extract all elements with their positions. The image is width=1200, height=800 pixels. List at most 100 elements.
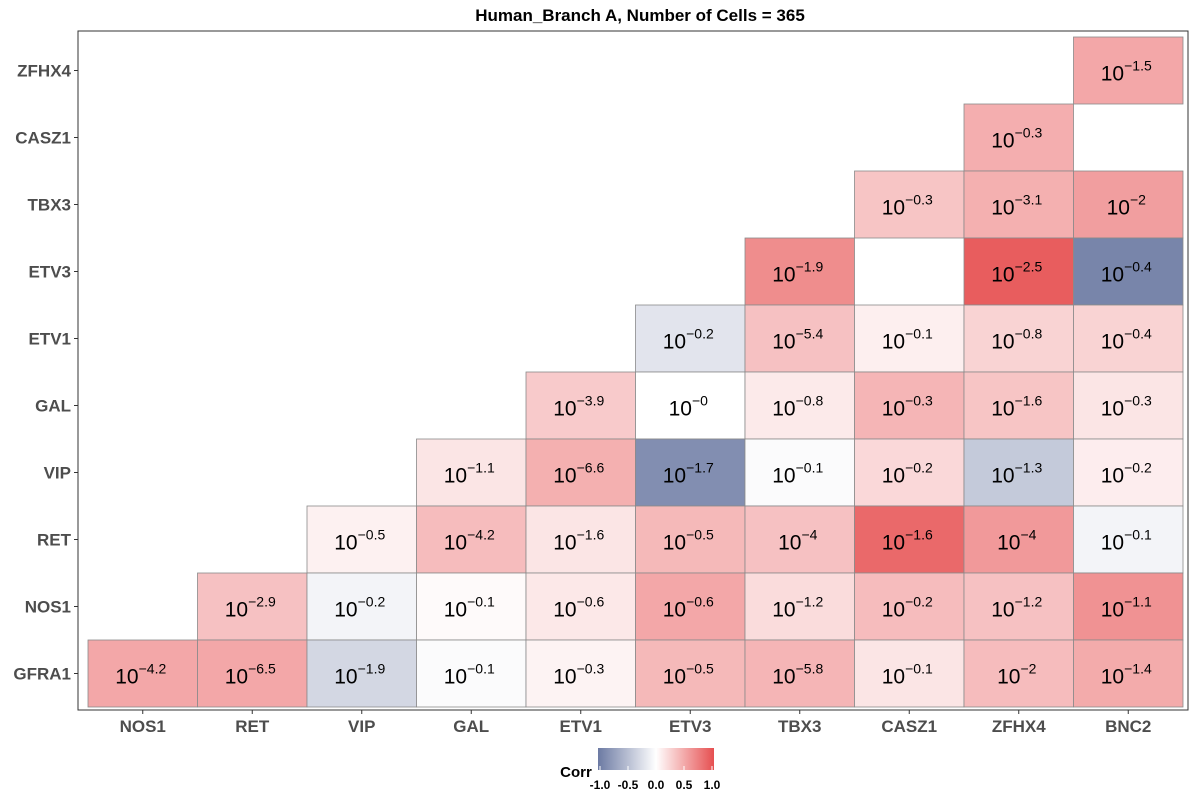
heatmap-cell: 10−0.2	[635, 304, 746, 373]
cell-rect	[963, 237, 1074, 306]
cell-label: 10−0.1	[1101, 527, 1152, 555]
cell-label: 10−0.8	[991, 326, 1042, 354]
cell-label: 10−1.5	[1101, 58, 1152, 86]
cell-label: 10−1.1	[1101, 594, 1152, 622]
cell-label: 10−5.8	[772, 661, 823, 689]
cell-label: 10−1.2	[772, 594, 823, 622]
y-tick-label: GFRA1	[13, 665, 71, 684]
legend-tick-label: 0.0	[648, 778, 665, 792]
cell-rect	[963, 639, 1074, 708]
cell-rect	[525, 371, 636, 440]
cell-label: 10−0.3	[553, 661, 604, 689]
heatmap-cell: 10−1.6	[525, 505, 636, 574]
y-tick-label: ETV1	[28, 330, 71, 349]
cell-label: 10−0.2	[663, 326, 714, 354]
heatmap-cell: 10−0.3	[525, 639, 636, 708]
heatmap-cell: 10−0.1	[1073, 505, 1184, 574]
cell-rect	[963, 170, 1074, 239]
cell-label: 10−0.6	[553, 594, 604, 622]
cell-rect	[416, 505, 527, 574]
cell-label: 10−0.3	[991, 125, 1042, 153]
heatmap-cell: 10−4	[744, 505, 855, 574]
heatmap-cell: 10−0.2	[854, 438, 965, 507]
heatmap-cell: 10−0.1	[416, 572, 527, 641]
heatmap-cell: 10−0.3	[1073, 371, 1184, 440]
cell-rect	[416, 639, 527, 708]
y-tick-label: NOS1	[25, 598, 71, 617]
heatmap-cell: 10−0.3	[854, 371, 965, 440]
y-tick-label: ETV3	[28, 263, 71, 282]
cell-rect	[525, 639, 636, 708]
x-tick-label: ETV3	[669, 717, 712, 736]
legend-colorbar	[598, 748, 714, 770]
cell-label: 10−1.6	[991, 393, 1042, 421]
x-tick-label: TBX3	[778, 717, 821, 736]
cell-rect	[963, 572, 1074, 641]
heatmap-cell: 10−4.2	[87, 639, 198, 708]
cell-label: 10−0.3	[1101, 393, 1152, 421]
cell-rect	[1073, 438, 1184, 507]
cell-label: 10−5.4	[772, 326, 823, 354]
cell-rect	[87, 639, 198, 708]
heatmap-cell: 10−0.6	[635, 572, 746, 641]
cell-rect	[854, 505, 965, 574]
heatmap-cell: 10−0.2	[306, 572, 417, 641]
cell-label: 10−1.3	[991, 460, 1042, 488]
heatmap-cell: 10−6.6	[525, 438, 636, 507]
cell-label: 10−0.1	[772, 460, 823, 488]
cell-rect	[963, 304, 1074, 373]
cell-rect	[1073, 639, 1184, 708]
heatmap-cell: 10−0	[635, 371, 746, 440]
legend-title: Corr	[560, 764, 592, 781]
heatmap-cell: 10−0.1	[416, 639, 527, 708]
heatmap-cell: 10−0.5	[306, 505, 417, 574]
y-tick-label: RET	[37, 531, 72, 550]
heatmap-cell: 10−0.6	[525, 572, 636, 641]
cell-rect	[1073, 36, 1184, 105]
heatmap-cell: 10−1.9	[744, 237, 855, 306]
cell-rect	[525, 572, 636, 641]
y-tick-label: GAL	[35, 397, 71, 416]
heatmap-cell: 10−0.2	[854, 572, 965, 641]
cell-rect	[854, 639, 965, 708]
cell-rect	[525, 505, 636, 574]
cell-label: 10−6.5	[225, 661, 276, 689]
heatmap-cell: 10−5.4	[744, 304, 855, 373]
cell-label: 10−4	[997, 527, 1037, 555]
cell-rect	[416, 438, 527, 507]
heatmap-cell: 10−1.1	[1073, 572, 1184, 641]
cell-rect	[854, 304, 965, 373]
cell-rect	[525, 438, 636, 507]
cell-label: 10−0.3	[882, 192, 933, 220]
cell-label: 10−1.1	[444, 460, 495, 488]
cell-rect	[635, 304, 746, 373]
x-tick-label: ETV1	[559, 717, 602, 736]
heatmap-cell: 10−2.9	[197, 572, 308, 641]
cell-label: 10−0.1	[444, 661, 495, 689]
legend-tick-label: -0.5	[618, 778, 639, 792]
heatmap-cell: 10−0.2	[1073, 438, 1184, 507]
cell-label: 10−1.9	[772, 259, 823, 287]
cell-rect	[744, 371, 855, 440]
cell-label: 10−2.9	[225, 594, 276, 622]
cell-label: 10−4.2	[115, 661, 166, 689]
cell-label: 10−0.5	[663, 661, 714, 689]
plot-panel	[77, 30, 1189, 711]
heatmap-cell: 10−0.1	[744, 438, 855, 507]
cell-label: 10−3.1	[991, 192, 1042, 220]
heatmap-cell: 10−1.5	[1073, 36, 1184, 105]
heatmap-cell: 10−0.5	[635, 505, 746, 574]
heatmap-cell: 10−0.5	[635, 639, 746, 708]
cell-rect	[1073, 237, 1184, 306]
y-tick-label: VIP	[44, 464, 71, 483]
heatmap-cell: 10−0.3	[963, 103, 1074, 172]
heatmap-cell: 10−1.6	[854, 505, 965, 574]
chart-title: Human_Branch A, Number of Cells = 365	[475, 6, 805, 25]
heatmap-cell: 10−0.1	[854, 639, 965, 708]
x-tick-label: GAL	[453, 717, 489, 736]
cell-rect	[854, 170, 965, 239]
cell-rect	[854, 438, 965, 507]
cell-label: 10−0.5	[663, 527, 714, 555]
y-tick-label: ZFHX4	[17, 62, 71, 81]
y-tick-label: CASZ1	[15, 129, 71, 148]
